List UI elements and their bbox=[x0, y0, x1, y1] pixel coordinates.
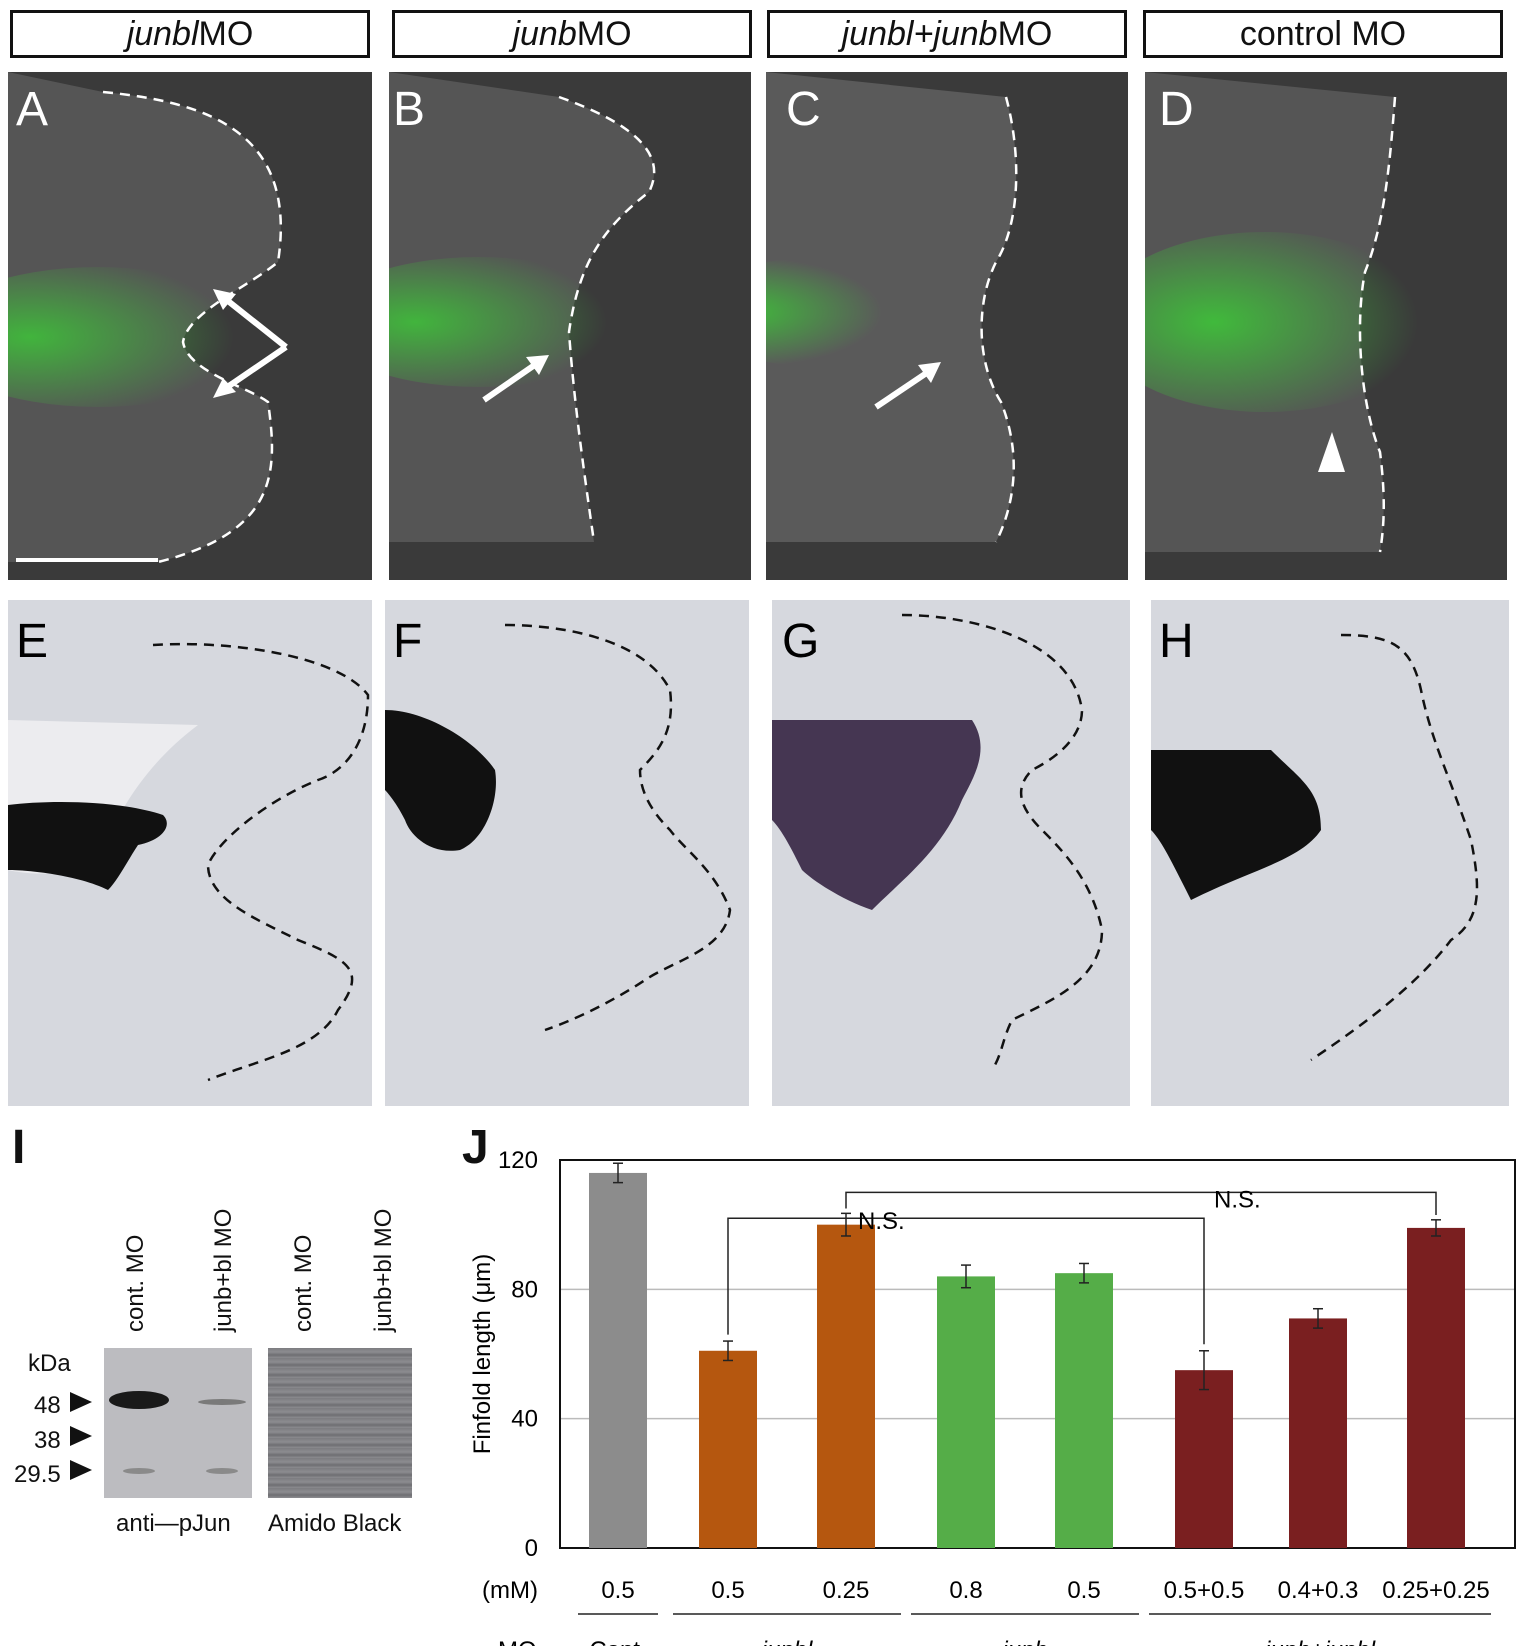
header-rest: MO bbox=[576, 14, 632, 53]
panel-g-image bbox=[772, 600, 1130, 1106]
header-control-mo: control MO bbox=[1143, 10, 1503, 58]
bar bbox=[1407, 1227, 1465, 1548]
blot-lane-label-3: cont. MO bbox=[290, 1234, 317, 1332]
bar bbox=[1289, 1318, 1347, 1548]
panel-h-brightfield: H bbox=[1151, 600, 1509, 1106]
panel-f-brightfield: F bbox=[385, 600, 749, 1106]
blot-kda-label: kDa bbox=[28, 1350, 71, 1377]
panel-b-fluorescence: B bbox=[389, 72, 751, 580]
bar bbox=[1055, 1273, 1113, 1548]
finfold-bar-chart: 0 40 80 120 Finfold length (μm) 0.5 0.5 0.25 0.8… bbox=[469, 1147, 1516, 1646]
mo-label: MO bbox=[498, 1637, 537, 1646]
panel-d-image bbox=[1145, 72, 1507, 580]
figure-label-j: J bbox=[462, 1121, 489, 1174]
header-rest: MO bbox=[198, 14, 254, 53]
arrow-48-icon bbox=[70, 1392, 92, 1412]
y-tick-label: 40 bbox=[511, 1406, 538, 1433]
panel-label-g: G bbox=[782, 615, 820, 668]
bar bbox=[1175, 1370, 1233, 1548]
panel-g-brightfield: G bbox=[772, 600, 1130, 1106]
panel-e-image bbox=[8, 600, 372, 1106]
x-tick-label: 0.25 bbox=[823, 1577, 870, 1604]
plot-frame bbox=[559, 1159, 1516, 1549]
header-rest: control MO bbox=[1239, 14, 1407, 53]
blot-caption-amido-black: Amido Black bbox=[268, 1510, 402, 1537]
panel-label-f: F bbox=[393, 615, 423, 668]
bar bbox=[817, 1224, 875, 1548]
header-ital: junbl bbox=[126, 14, 199, 53]
y-tick-label: 0 bbox=[525, 1535, 538, 1562]
panel-label-c: C bbox=[786, 83, 821, 136]
panel-e-brightfield: E bbox=[8, 600, 372, 1106]
blot-lane-label-2: junb+bl MO bbox=[210, 1208, 237, 1332]
y-axis-label: Finfold length (μm) bbox=[469, 1254, 496, 1455]
panel-b-image bbox=[389, 72, 751, 580]
header-rest: MO bbox=[997, 14, 1053, 53]
panel-a-image bbox=[8, 72, 372, 580]
panel-h-image bbox=[1151, 600, 1509, 1106]
panel-c-fluorescence: C bbox=[766, 72, 1128, 580]
header-junbl-mo: junbl MO bbox=[10, 10, 370, 58]
blot-lane-label-1: cont. MO bbox=[122, 1234, 149, 1332]
panel-label-b: B bbox=[393, 83, 426, 136]
bar bbox=[589, 1172, 647, 1548]
blot-caption-anti-pjun: anti—pJun bbox=[116, 1510, 231, 1537]
blot-marker-38: 38 bbox=[34, 1427, 61, 1454]
header-ital: junb bbox=[512, 14, 577, 53]
group-label: Cont. bbox=[589, 1637, 646, 1646]
blot-marker-29-5: 29.5 bbox=[14, 1461, 61, 1488]
arrow-29-icon bbox=[70, 1460, 92, 1480]
bar bbox=[937, 1276, 995, 1548]
x-tick-label: 0.5 bbox=[1067, 1577, 1100, 1604]
panel-d-fluorescence: D bbox=[1145, 72, 1507, 580]
y-tick-label: 80 bbox=[511, 1276, 538, 1303]
x-tick-label: 0.5 bbox=[601, 1577, 634, 1604]
panel-label-d: D bbox=[1159, 83, 1194, 136]
blot-marker-arrows bbox=[70, 1392, 92, 1480]
x-tick-label: 0.5+0.5 bbox=[1164, 1577, 1245, 1604]
group-label: junbl bbox=[759, 1637, 813, 1646]
panel-label-h: H bbox=[1159, 615, 1194, 668]
group-label: junb+junbl bbox=[1262, 1637, 1376, 1646]
panel-c-image bbox=[766, 72, 1128, 580]
unit-label: (mM) bbox=[482, 1577, 538, 1604]
blot-marker-48: 48 bbox=[34, 1392, 61, 1419]
panel-f-image bbox=[385, 600, 749, 1106]
blot-lane-label-4: junb+bl MO bbox=[370, 1208, 397, 1332]
header-junb-mo: junb MO bbox=[392, 10, 752, 58]
y-tick-label: 120 bbox=[498, 1147, 538, 1174]
annotation-ns: N.S. bbox=[858, 1208, 905, 1235]
blot-amido-black bbox=[268, 1348, 412, 1498]
bar bbox=[699, 1350, 757, 1548]
significance-bracket bbox=[727, 1217, 1205, 1345]
x-tick-label: 0.8 bbox=[949, 1577, 982, 1604]
blot-anti-pjun bbox=[104, 1348, 252, 1498]
x-tick-label: 0.4+0.3 bbox=[1278, 1577, 1359, 1604]
group-label: junb bbox=[999, 1637, 1047, 1646]
arrow-38-icon bbox=[70, 1426, 92, 1446]
annotation-ns: N.S. bbox=[1214, 1187, 1261, 1214]
x-tick-label: 0.25+0.25 bbox=[1382, 1577, 1489, 1604]
x-tick-label: 0.5 bbox=[711, 1577, 744, 1604]
header-ital: junbl+junb bbox=[841, 14, 998, 53]
panel-label-a: A bbox=[16, 83, 49, 136]
significance-bracket bbox=[845, 1191, 1437, 1215]
panel-label-e: E bbox=[16, 615, 49, 668]
header-junbl-junb-mo: junbl+junb MO bbox=[767, 10, 1127, 58]
figure-label-i: I bbox=[12, 1121, 26, 1174]
panel-a-fluorescence: A bbox=[8, 72, 372, 580]
